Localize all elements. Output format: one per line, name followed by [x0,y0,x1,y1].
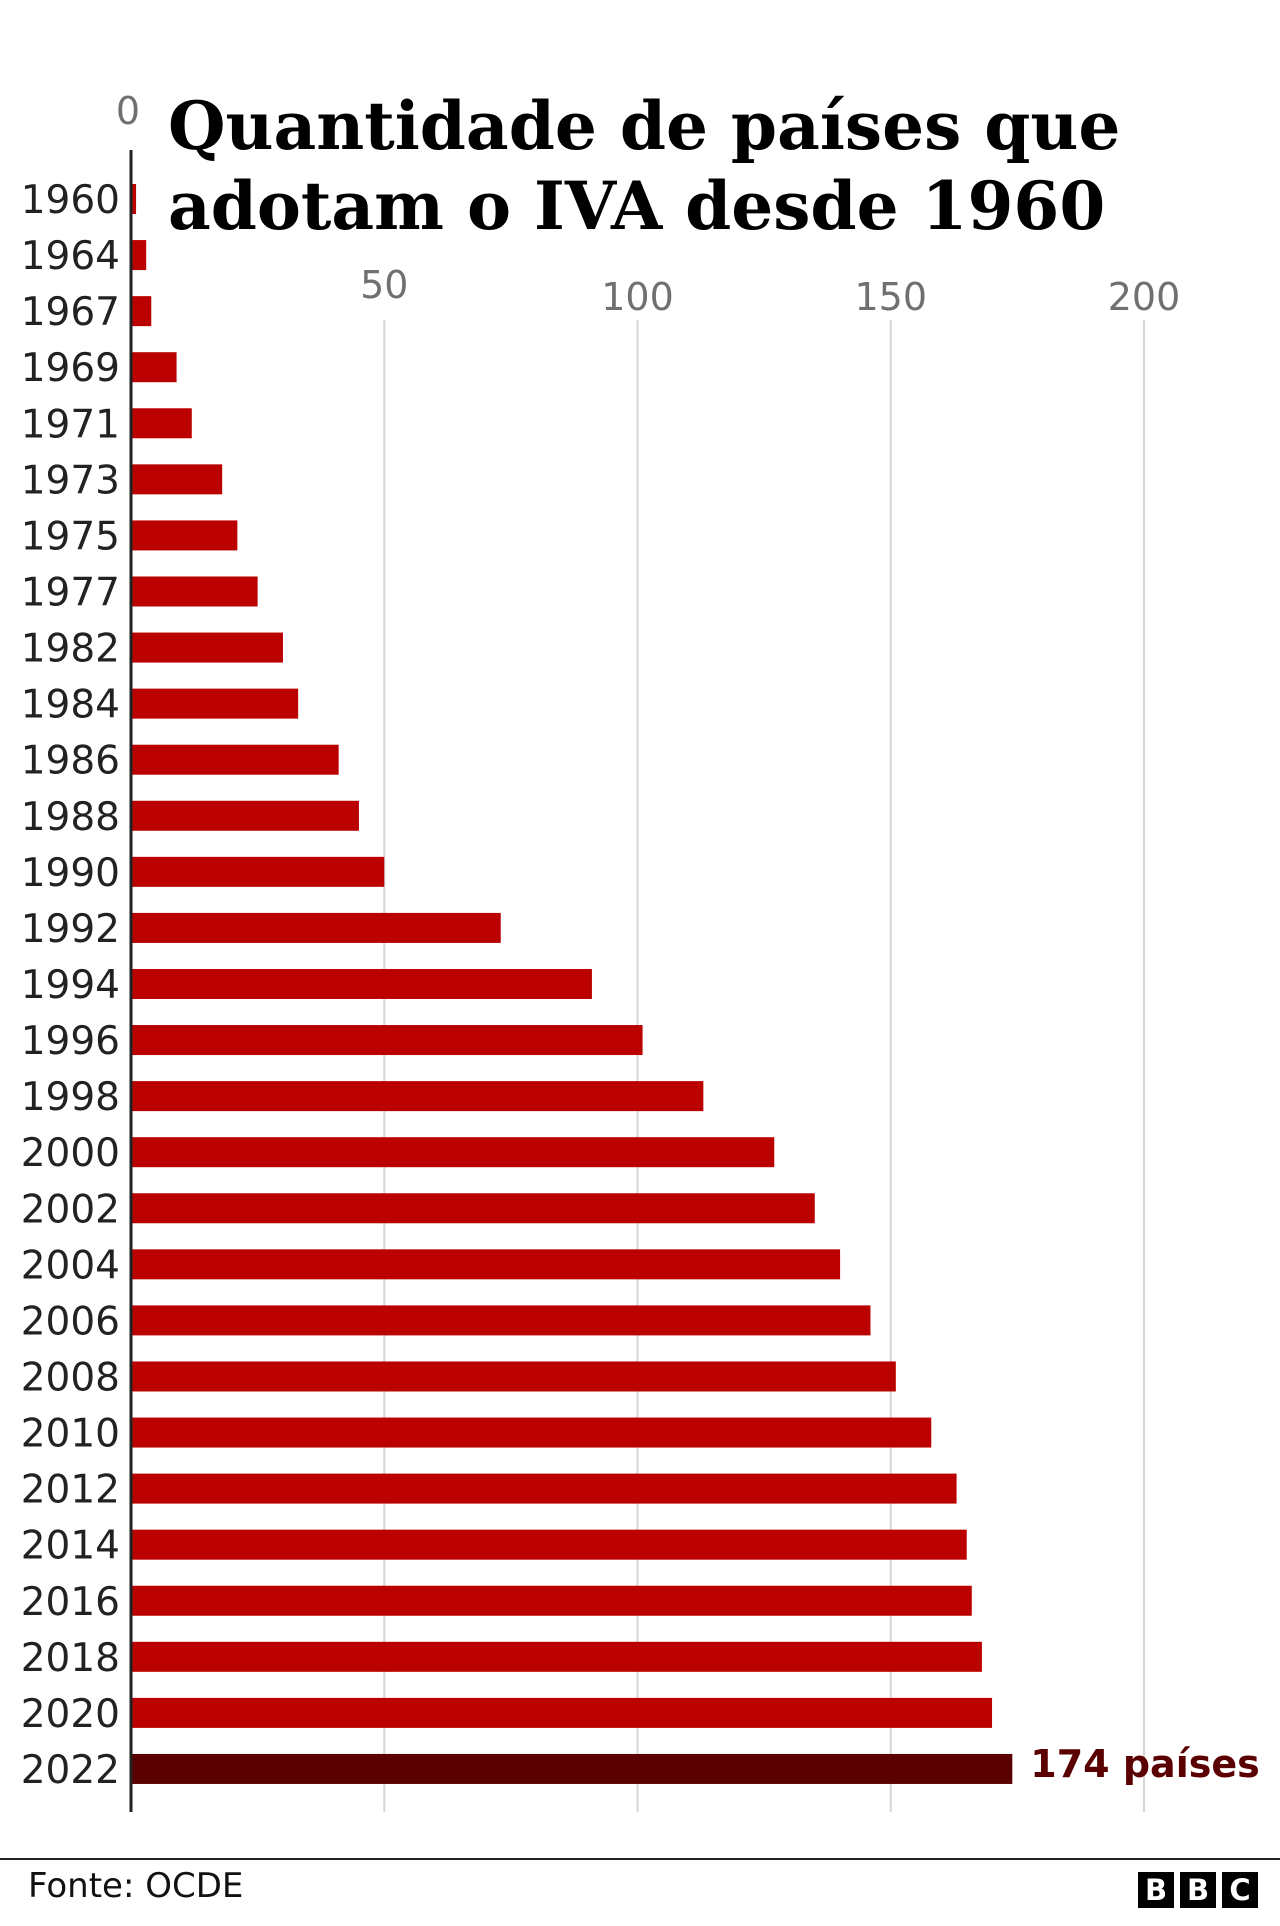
bar [131,1585,972,1616]
y-tick-label: 1996 [21,1019,120,1064]
bar [131,856,385,887]
y-tick-label: 2000 [21,1131,120,1176]
y-tick-label: 1986 [21,739,120,784]
y-tick-label: 2012 [21,1468,120,1513]
x-tick-label: 200 [1108,275,1181,319]
y-tick-label: 1990 [21,851,120,896]
bar [131,1529,967,1560]
bbc-logo-letter: C [1222,1872,1258,1908]
y-tick-label: 1967 [21,290,120,335]
bar [131,1417,932,1448]
bbc-logo: B B C [1138,1872,1258,1908]
bbc-logo-letter: B [1138,1872,1174,1908]
bar [131,184,137,214]
x-tick-label: 100 [601,275,674,319]
data-label: 174 países [1030,1742,1259,1786]
bar [131,912,501,943]
bar [131,576,258,607]
bar [131,1641,982,1672]
bar [131,1361,896,1392]
y-tick-label: 2008 [21,1355,120,1400]
y-tick-label: 2020 [21,1692,120,1737]
bar [131,464,223,495]
y-tick-label: 1971 [21,402,120,447]
y-tick-label: 2006 [21,1299,120,1344]
y-tick-label: 1984 [21,683,120,728]
y-tick-label: 2022 [21,1748,120,1793]
bar [131,520,238,551]
bar [131,968,592,999]
bar [131,1081,704,1112]
y-tick-label: 1992 [21,907,120,952]
y-tick-label: 1998 [21,1075,120,1120]
bar [131,1025,643,1056]
bbc-logo-letter: B [1180,1872,1216,1908]
x-tick-label: 50 [360,263,408,307]
bar [131,688,299,719]
x-tick-label: 0 [116,89,140,133]
y-tick-label: 1975 [21,514,120,559]
bar [131,744,339,775]
bar [131,408,192,439]
y-tick-label: 1977 [21,570,120,615]
source-note: Fonte: OCDE [28,1866,244,1906]
bar [131,352,177,383]
x-tick-label: 150 [854,275,927,319]
y-tick-label: 2018 [21,1636,120,1681]
bar [131,1697,993,1728]
y-tick-label: 1994 [21,963,120,1008]
y-tick-label: 2016 [21,1580,120,1625]
y-tick-label: 1973 [21,458,120,503]
bar [131,1753,1013,1784]
y-tick-label: 2010 [21,1412,120,1457]
y-tick-label: 1964 [21,234,120,279]
y-tick-label: 2014 [21,1524,120,1569]
chart-title: Quantidade de países que adotam o IVA de… [168,87,1121,245]
footer-divider [0,1858,1280,1860]
y-tick-label: 2002 [21,1187,120,1232]
bar [131,296,152,327]
bar [131,1473,957,1504]
y-tick-label: 1988 [21,795,120,840]
bar [131,800,359,831]
bar [131,632,283,663]
y-tick-label: 1982 [21,627,120,672]
bar [131,240,147,271]
y-tick-label: 1969 [21,346,120,391]
bar [131,1249,841,1280]
y-tick-label: 1960 [21,178,120,223]
bar [131,1193,815,1224]
bar [131,1305,871,1336]
bar [131,1137,775,1168]
y-tick-label: 2004 [21,1243,120,1288]
